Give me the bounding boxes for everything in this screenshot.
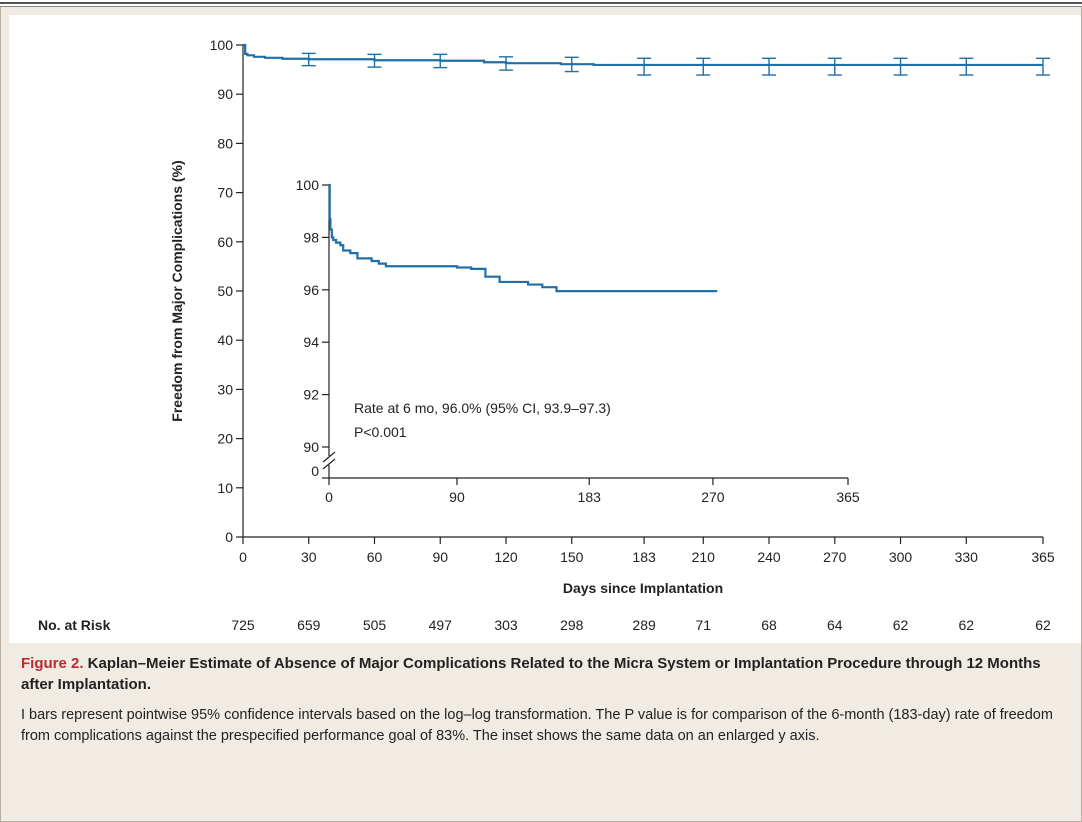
y-tick-label: 20	[217, 431, 233, 447]
inset-x-tick-label: 90	[449, 489, 465, 505]
at-risk-count: 64	[827, 617, 843, 633]
y-tick-label: 80	[217, 135, 233, 151]
at-risk-count: 725	[231, 617, 255, 633]
y-axis-title: Freedom from Major Complications (%)	[169, 160, 185, 421]
y-tick-label: 50	[217, 283, 233, 299]
caption-title: Figure 2. Kaplan–Meier Estimate of Absen…	[21, 653, 1061, 695]
inset-x-tick-label: 270	[701, 489, 725, 505]
at-risk-count: 62	[893, 617, 909, 633]
inset-annotation-rate: Rate at 6 mo, 96.0% (95% CI, 93.9–97.3)	[354, 400, 611, 416]
at-risk-count: 303	[494, 617, 518, 633]
y-tick-label: 60	[217, 234, 233, 250]
y-tick-label: 30	[217, 381, 233, 397]
x-tick-label: 60	[367, 549, 383, 565]
y-tick-label: 10	[217, 480, 233, 496]
at-risk-count: 62	[958, 617, 974, 633]
inset-axis-break	[322, 451, 336, 463]
inset-y-tick-label: 100	[296, 177, 320, 193]
figure-plot-area	[9, 15, 1081, 643]
y-tick-label: 40	[217, 332, 233, 348]
x-tick-label: 0	[239, 549, 247, 565]
at-risk-count: 68	[761, 617, 777, 633]
inset-x-tick-label: 365	[836, 489, 860, 505]
y-tick-label: 70	[217, 185, 233, 201]
x-tick-label: 270	[823, 549, 847, 565]
main-series-line	[243, 43, 1043, 67]
at-risk-count: 298	[560, 617, 584, 633]
x-tick-label: 90	[432, 549, 448, 565]
caption-title-text: Kaplan–Meier Estimate of Absence of Majo…	[21, 655, 1041, 693]
x-tick-label: 150	[560, 549, 584, 565]
x-tick-label: 365	[1031, 549, 1055, 565]
at-risk-count: 71	[695, 617, 711, 633]
inset-series-line	[328, 183, 718, 293]
inset-annotation-p: P<0.001	[354, 424, 407, 440]
at-risk-count: 289	[632, 617, 656, 633]
x-axis-title: Days since Implantation	[563, 580, 723, 596]
x-tick-label: 120	[494, 549, 518, 565]
y-tick-label: 90	[217, 86, 233, 102]
at-risk-count: 505	[363, 617, 387, 633]
y-tick-label: 100	[210, 37, 234, 53]
x-tick-label: 240	[757, 549, 781, 565]
at-risk-count: 497	[429, 617, 453, 633]
kaplan-meier-chart: 0 10 20 30 40 50 60 70 80 90 100 0 30 60 90 120 150 183 21…	[38, 37, 1055, 633]
inset-y-tick-label: 90	[303, 439, 319, 455]
x-tick-label: 210	[692, 549, 716, 565]
top-rule-thin	[0, 6, 1082, 7]
figure-caption: Figure 2. Kaplan–Meier Estimate of Absen…	[21, 647, 1061, 747]
at-risk-label: No. at Risk	[38, 617, 111, 633]
caption-body: I bars represent pointwise 95% confidenc…	[21, 707, 1053, 744]
inset-x-tick-label: 183	[578, 489, 602, 505]
inset-y-tick-label: 96	[303, 282, 319, 298]
x-tick-label: 30	[301, 549, 317, 565]
y-tick-label: 0	[225, 529, 233, 545]
inset-y-tick-label-zero: 0	[311, 463, 319, 479]
inset-y-tick-label: 92	[303, 387, 319, 403]
x-tick-label: 300	[889, 549, 913, 565]
inset-y-tick-label: 98	[303, 229, 319, 245]
inset-y-tick-label: 94	[303, 334, 319, 350]
inset-x-tick-label: 0	[325, 489, 333, 505]
at-risk-count: 659	[297, 617, 321, 633]
inset-axis-break	[322, 458, 336, 470]
top-rule	[0, 2, 1082, 4]
at-risk-count: 62	[1035, 617, 1051, 633]
x-tick-label: 183	[632, 549, 656, 565]
caption-label: Figure 2.	[21, 655, 84, 672]
figure-panel: Figure 2. Kaplan–Meier Estimate of Absen…	[0, 7, 1082, 822]
x-tick-label: 330	[955, 549, 979, 565]
